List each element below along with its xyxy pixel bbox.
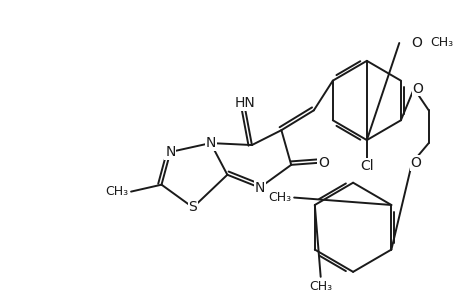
Text: HN: HN	[234, 96, 255, 110]
Text: N: N	[254, 181, 264, 195]
Text: O: O	[411, 36, 421, 50]
Text: CH₃: CH₃	[430, 37, 453, 50]
Text: O: O	[318, 156, 328, 170]
Text: Cl: Cl	[359, 159, 373, 173]
Text: S: S	[188, 200, 197, 214]
Text: CH₃: CH₃	[268, 191, 291, 204]
Text: N: N	[205, 136, 215, 150]
Text: O: O	[409, 156, 420, 170]
Text: CH₃: CH₃	[308, 280, 331, 293]
Text: CH₃: CH₃	[105, 185, 128, 198]
Text: O: O	[412, 82, 422, 96]
Text: N: N	[165, 145, 175, 159]
